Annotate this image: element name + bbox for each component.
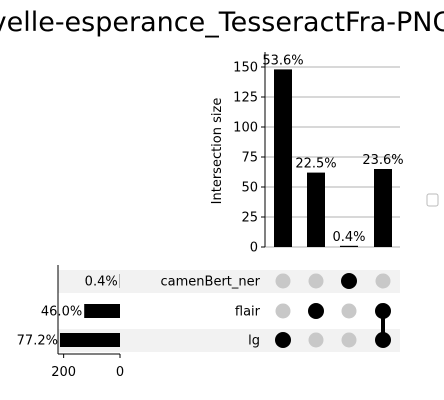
y-axis-label: Intersection size [210,98,225,205]
matrix-dot-inactive [341,332,357,348]
y-tick-label: 50 [241,181,258,196]
intersection-matrix [275,273,391,348]
intersection-bar [274,69,292,248]
matrix-dot-active [275,332,291,348]
set-axis-tick-label: 0 [116,365,124,380]
y-tick-label: 125 [233,91,258,106]
intersection-bar [340,245,358,247]
intersection-bar-label: 22.5% [295,157,336,172]
matrix-dot-active [341,273,357,289]
set-label: lg [248,334,260,349]
y-tick-label: 75 [241,151,258,166]
legend-box [426,193,439,207]
set-axis-tick-label: 200 [51,365,76,380]
matrix-dot-inactive [308,273,324,289]
matrix-dot-inactive [375,273,391,289]
matrix-dot-active [375,303,391,319]
matrix-dot-inactive [308,332,324,348]
set-label: flair [235,305,261,320]
matrix-dot-active [308,303,324,319]
intersection-bar [307,172,325,247]
set-size-label: 77.2% [17,334,58,349]
matrix-dot-inactive [275,303,291,319]
matrix-dot-inactive [341,303,357,319]
set-size-label: 46.0% [41,305,82,320]
intersection-bars: 53.6% 22.5% 0.4% 23.6% [262,53,404,248]
set-size-bar [59,333,120,347]
set-size-axis: 200 0 [51,265,124,380]
intersection-bar-label: 23.6% [362,153,403,168]
y-tick-label: 100 [233,121,258,136]
y-tick-label: 0 [250,241,258,256]
chart-title: velle-esperance_TesseractFra-PNG [0,7,444,38]
matrix-dot-inactive [275,273,291,289]
y-tick-label: 150 [233,61,258,76]
set-size-label: 0.4% [85,275,118,290]
intersection-bar-label: 53.6% [262,53,303,68]
set-size-bar [84,304,120,318]
intersection-bar [374,169,392,247]
set-label: camenBert_ner [161,275,261,290]
y-axis: 0 25 50 75 100 125 150 [233,52,266,256]
y-tick-label: 25 [241,211,258,226]
set-size-bars: 0.4%46.0% 77.2% [17,274,120,349]
matrix-dot-active [375,332,391,348]
intersection-bar-label: 0.4% [332,230,365,245]
